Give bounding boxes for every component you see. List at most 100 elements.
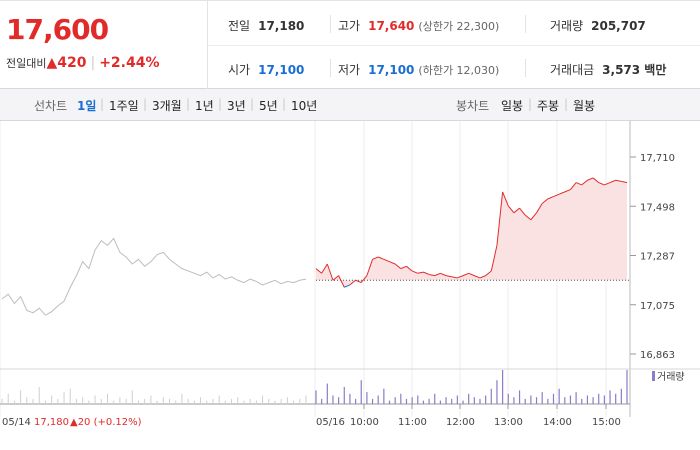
change-rate: +2.44%	[99, 55, 160, 71]
today-line-segment	[507, 205, 515, 214]
today-line-segment	[344, 284, 351, 288]
price-change: 전일대비▲420 | +2.44%	[6, 55, 160, 71]
today-line-segment	[592, 177, 600, 183]
today-series	[315, 177, 630, 288]
today-line-segment	[321, 263, 328, 274]
x-tick-label: 10:00	[350, 417, 379, 428]
today-date-label: 05/16	[316, 417, 345, 428]
today-line-segment	[406, 265, 413, 272]
today-line-segment	[490, 245, 498, 272]
prev-date-label: 05/14	[2, 417, 31, 428]
info-divider	[525, 15, 526, 33]
y-tick-label: 17,287	[640, 252, 675, 263]
today-line-segment	[479, 275, 486, 279]
today-area	[316, 177, 627, 288]
today-line-segment	[366, 259, 374, 276]
x-tick-label: 15:00	[592, 417, 621, 428]
today-line-segment	[394, 263, 402, 270]
amount-value: 3,573 백만	[602, 63, 667, 77]
today-line-segment	[423, 271, 430, 275]
today-line-segment	[383, 258, 390, 263]
today-line-segment	[332, 275, 339, 281]
x-tick-label: 12:00	[446, 417, 475, 428]
today-line-segment	[609, 179, 616, 184]
high-value: 17,640	[368, 19, 415, 33]
today-line-segment	[575, 182, 582, 186]
volume-label: 거래량	[550, 19, 584, 33]
low-value: 17,100	[368, 63, 415, 77]
prev-day-line	[1, 237, 307, 316]
lower-limit: (하한가 12,030)	[418, 64, 500, 77]
today-line-segment	[547, 196, 554, 200]
today-line-segment	[378, 256, 385, 260]
today-line-segment	[524, 214, 532, 221]
x-tick-label: 11:00	[398, 417, 427, 428]
period-separator: |	[100, 97, 105, 111]
today-line-segment	[326, 263, 334, 281]
today-line-segment	[496, 191, 504, 246]
today-line-segment	[587, 177, 594, 181]
today-line-segment	[440, 272, 447, 277]
candle-monthly-button[interactable]: 월봉	[573, 99, 596, 113]
amount-label: 거래대금	[550, 63, 595, 77]
candle-daily-button[interactable]: 일봉	[501, 99, 524, 113]
today-line-segment	[570, 182, 577, 190]
period-1year-button[interactable]: 1년	[195, 99, 214, 113]
upper-limit: (상한가 22,300)	[418, 20, 500, 33]
high-cell: 고가 17,640 (상한가 22,300)	[338, 17, 499, 34]
today-line-segment	[541, 198, 549, 204]
change-label: 전일대비	[6, 57, 47, 70]
change-value: ▲420	[46, 55, 87, 71]
period-separator: |	[218, 97, 223, 111]
period-10year-button[interactable]: 10년	[291, 99, 318, 113]
today-line-segment	[372, 256, 379, 260]
info-divider	[525, 59, 526, 77]
volume-cell: 거래량 205,707	[550, 17, 646, 34]
today-line-segment	[474, 275, 481, 279]
today-line-segment	[389, 261, 396, 265]
period-5year-button[interactable]: 5년	[259, 99, 278, 113]
today-line-segment	[349, 279, 356, 286]
prev-day-series	[1, 237, 307, 316]
low-label: 저가	[338, 63, 361, 77]
info-divider	[330, 59, 331, 77]
today-line-segment	[513, 207, 520, 214]
y-tick-label: 17,075	[640, 301, 675, 312]
today-line-segment	[315, 268, 322, 274]
today-line-segment	[558, 191, 565, 195]
today-line-segment	[338, 275, 345, 288]
line-chart-title: 선차트	[34, 99, 68, 113]
period-1day-button[interactable]: 1일	[77, 99, 97, 113]
today-line-segment	[445, 275, 452, 278]
today-line-segment	[502, 191, 509, 207]
y-tick-label: 17,498	[640, 202, 675, 213]
x-tick-label: 13:00	[494, 417, 523, 428]
today-line-segment	[581, 179, 588, 186]
today-line-segment	[530, 212, 537, 221]
prev-close-value: 17,180	[258, 19, 305, 33]
today-line-segment	[598, 182, 605, 186]
today-line-segment	[411, 270, 418, 274]
current-price-box: 17,600 전일대비▲420 | +2.44%	[0, 1, 208, 89]
period-1week-button[interactable]: 1주일	[109, 99, 139, 113]
today-line-segment	[451, 276, 458, 279]
prev-close-label: 17,180	[34, 417, 69, 428]
candle-weekly-button[interactable]: 주봉	[537, 99, 560, 113]
y-tick-label: 16,863	[640, 350, 675, 361]
amount-cell: 거래대금 3,573 백만	[550, 61, 666, 78]
period-separator: |	[528, 97, 533, 111]
period-separator: |	[564, 97, 569, 111]
high-label: 고가	[338, 19, 361, 33]
period-3month-button[interactable]: 3개월	[152, 99, 182, 113]
today-line-segment	[457, 275, 464, 279]
open-value: 17,100	[258, 63, 305, 77]
today-line-segment	[485, 270, 492, 277]
period-3year-button[interactable]: 3년	[227, 99, 246, 113]
prev-close-label: 전일	[228, 19, 251, 33]
today-line-segment	[417, 271, 424, 274]
volume-legend-swatch	[652, 371, 655, 381]
today-line-segment	[434, 272, 441, 277]
today-line-segment	[462, 272, 469, 277]
period-separator: |	[282, 97, 287, 111]
